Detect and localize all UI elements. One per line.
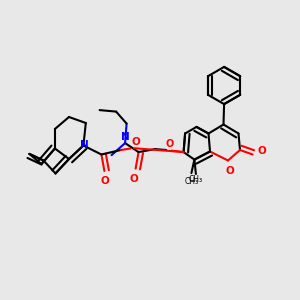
Text: O: O [165,139,173,149]
Text: CH₃: CH₃ [184,177,199,186]
Text: O: O [257,146,266,157]
Text: CH₃: CH₃ [189,176,203,184]
Text: O: O [132,137,140,147]
Text: N: N [80,140,88,150]
Text: O: O [130,174,139,184]
Text: N: N [121,132,130,142]
Text: O: O [100,176,109,186]
Text: O: O [225,166,234,176]
